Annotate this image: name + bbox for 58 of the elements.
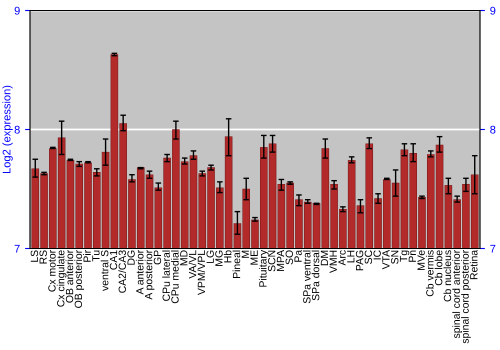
x-tick-label: MG [215, 250, 223, 266]
x-tick-label: spinal cord anterior [452, 250, 462, 338]
x-tick-label: Cx motor [48, 250, 56, 292]
x-tick-label: Tg [400, 250, 410, 262]
x-tick-label: OB anterior [66, 250, 74, 303]
x-tick-label: Pn [408, 250, 416, 262]
x-tick-label: SPa dorsal [312, 250, 320, 300]
y2-tick-label: 9 [490, 6, 496, 15]
x-tick-label: SPa ventral [302, 250, 311, 304]
x-tick-label: SO [286, 250, 293, 264]
x-tick-label: LS [30, 250, 38, 262]
x-tick-label: Cb vermis [426, 250, 434, 296]
x-tick-label: IC [373, 250, 381, 260]
x-tick-label: CA1 [110, 250, 118, 270]
x-tick-label: LG [206, 250, 214, 263]
y-tick-label: 9 [14, 6, 20, 15]
x-tick-label: Pituitary [258, 250, 269, 287]
x-tick-label: CPu lateral [162, 250, 170, 301]
x-tick-label: GP [154, 250, 162, 264]
y-axis-title: Log2 (expression) [2, 86, 13, 174]
y-tick-label: 7 [14, 244, 20, 253]
x-tick-label: MPA [276, 250, 284, 271]
x-tick-label: CPu medial [171, 250, 179, 304]
x-tick-label: ventral S [100, 250, 108, 291]
y2-tick-label: 7 [490, 244, 496, 253]
x-tick-label: spinal cord posterior [461, 250, 471, 344]
x-tick-label: SN [391, 250, 398, 264]
x-tick-label: Cx cingulate [56, 250, 66, 307]
x-tick-label: CA2/CA3 [118, 250, 126, 293]
x-tick-label: Pir [83, 250, 91, 262]
x-tick-label: Retina [470, 250, 478, 280]
x-tick-label: VTA [382, 250, 390, 270]
x-tick-label: ME [250, 250, 258, 265]
x-tick-label: VMH [330, 250, 337, 273]
x-tick-label: MVe [418, 250, 425, 270]
x-tick-label: Pineal [232, 250, 240, 278]
x-tick-label: Cb lobe [434, 250, 442, 286]
x-tick-label: Cb nucleus [444, 250, 452, 302]
x-tick-label: OB posterior [74, 250, 84, 308]
x-tick-label: MD [180, 250, 188, 266]
x-tick-label: Tu [92, 250, 100, 262]
x-tick-label: Hb [224, 250, 232, 262]
x-tick-label: SCN [268, 250, 276, 272]
x-tick-label: VA/VL [188, 250, 196, 279]
x-tick-label: A posterior [144, 250, 154, 300]
y2-tick-label: 8 [490, 126, 496, 134]
x-tick-label: SC [364, 250, 372, 264]
y-tick-label: 8 [14, 126, 20, 134]
x-tick-label: DG [127, 250, 135, 265]
x-tick-label: RS [39, 250, 47, 264]
x-tick-label: VPM/VPL [197, 250, 206, 295]
x-tick-label: PAG [356, 250, 364, 270]
x-tick-label: M [242, 250, 249, 258]
x-tick-label: A anterior [136, 250, 144, 294]
x-tick-label: Pa [294, 250, 302, 262]
x-tick-label: DM [320, 250, 328, 266]
x-tick-label: LH [347, 250, 354, 262]
x-tick-label: Arc [338, 250, 346, 266]
